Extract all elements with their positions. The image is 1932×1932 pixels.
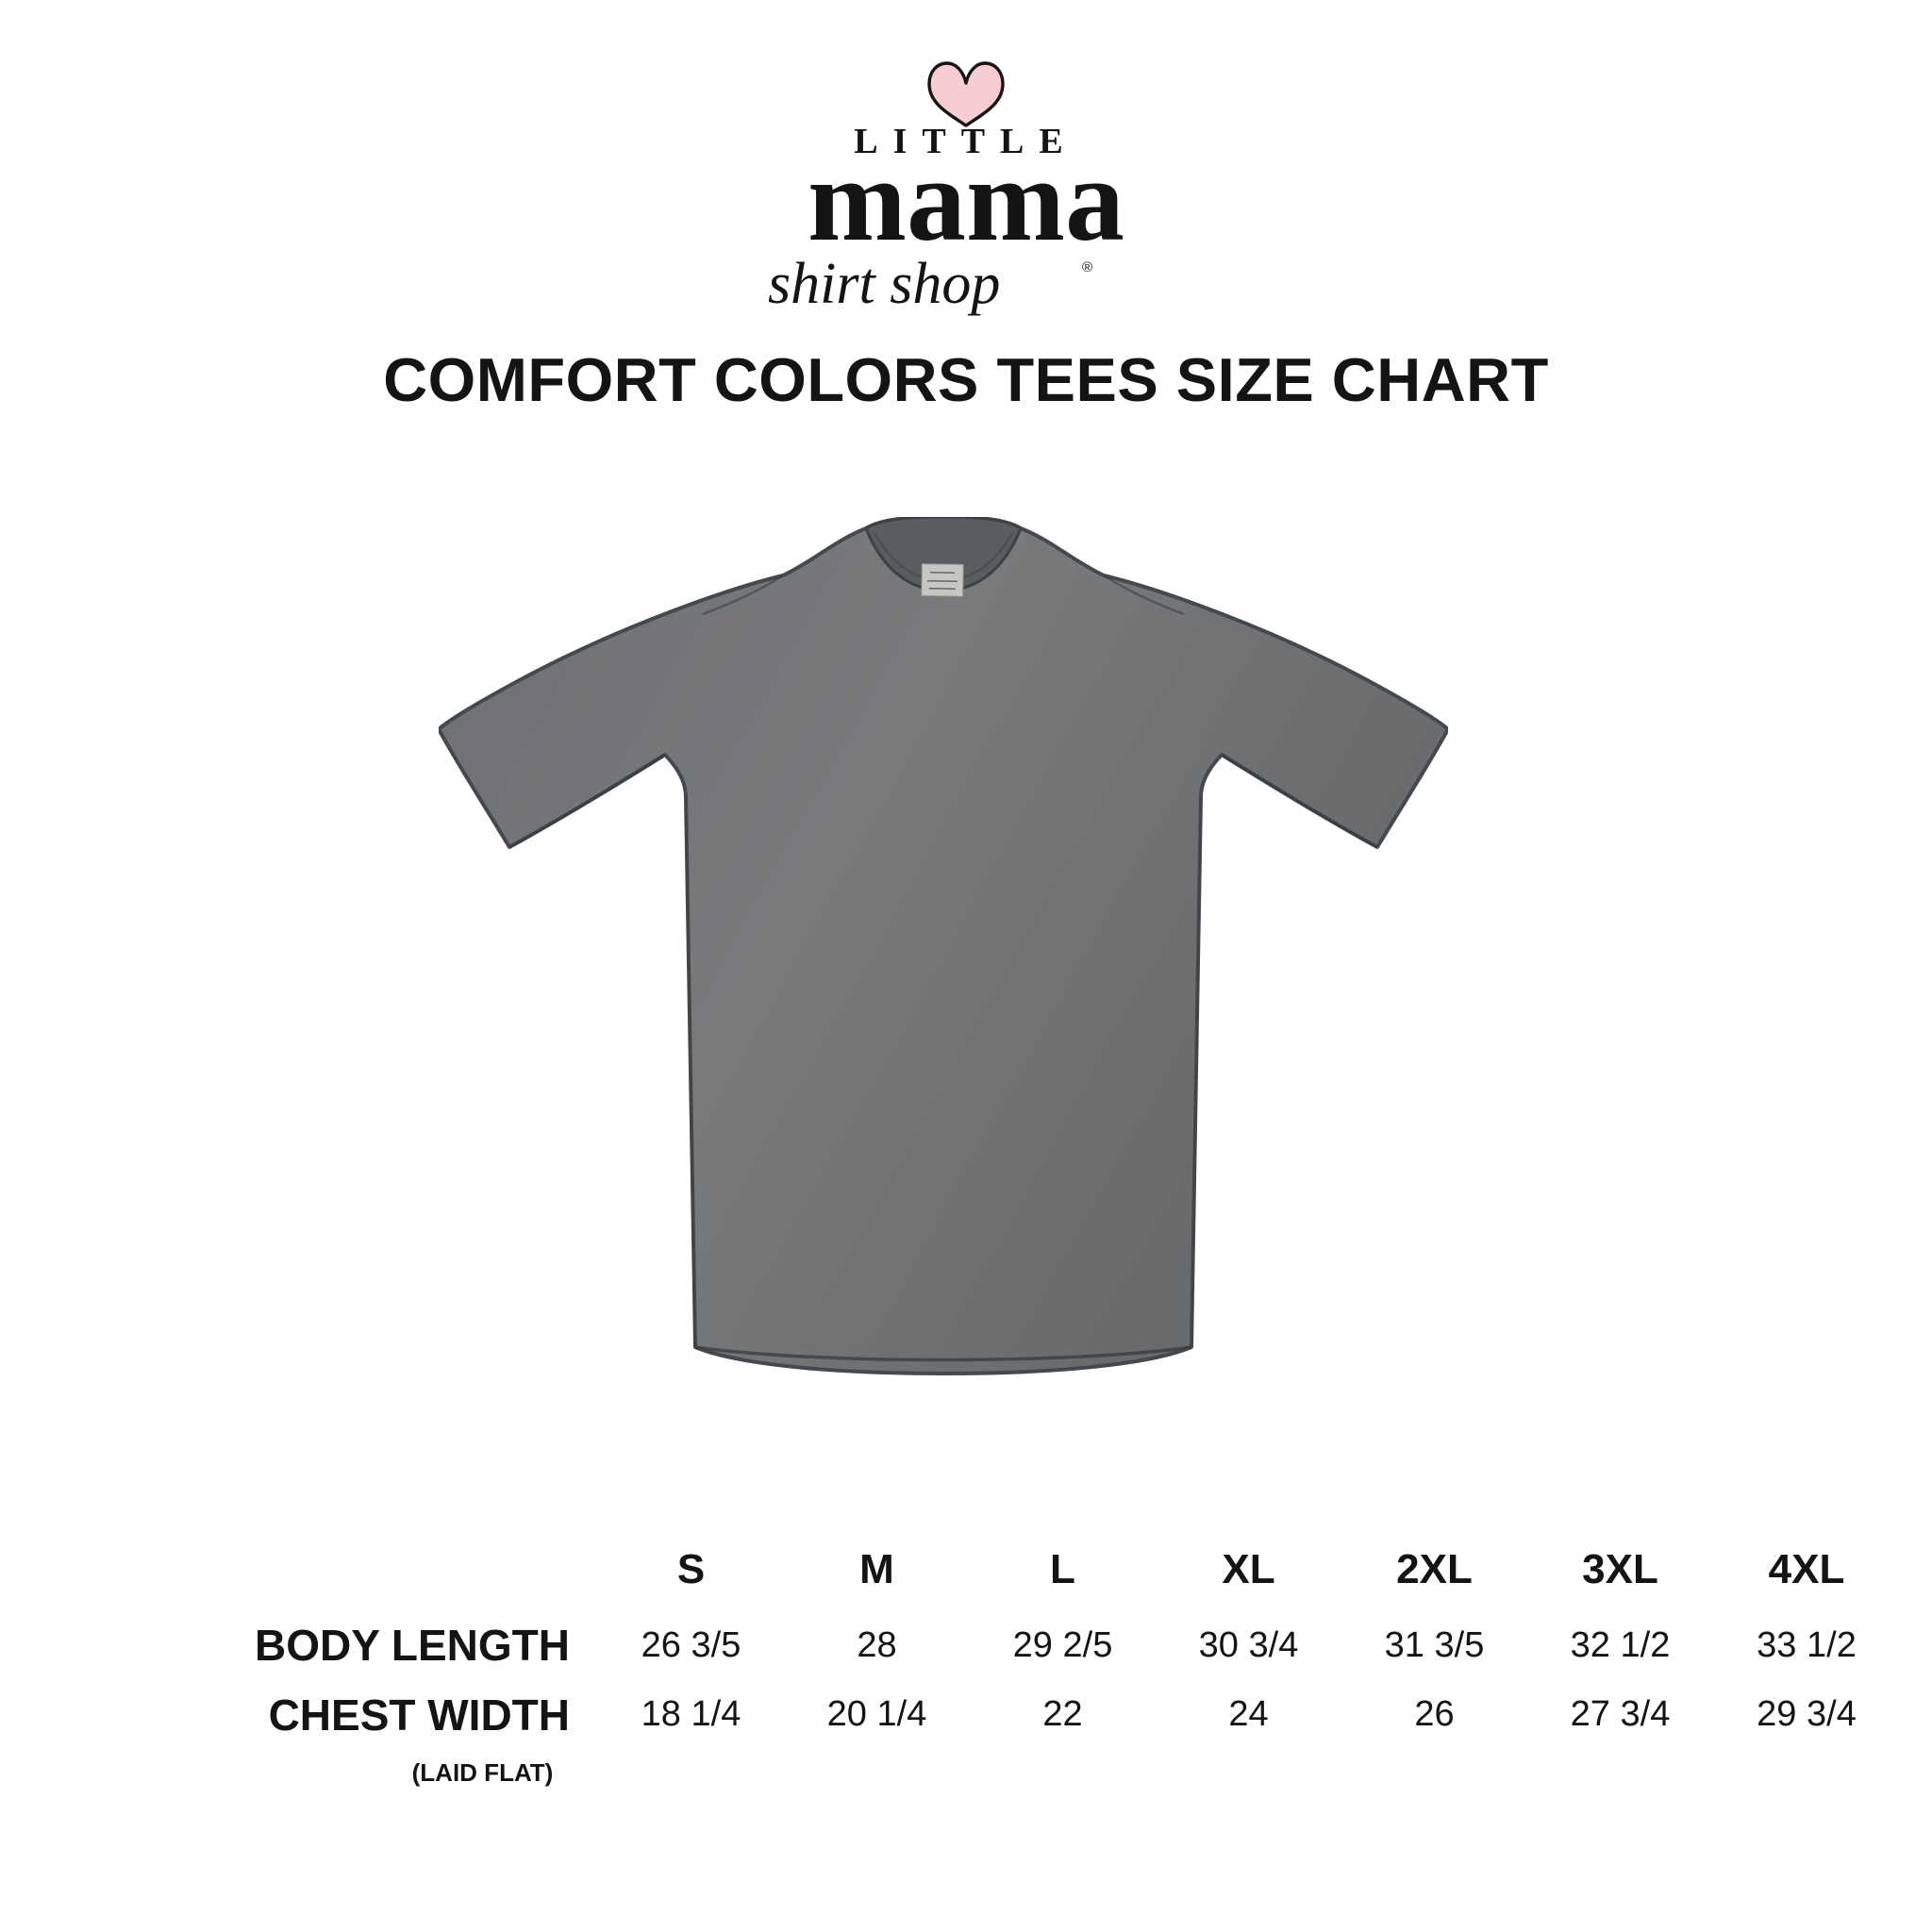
svg-text:®: ® <box>1082 259 1092 275</box>
svg-text:shirt shop: shirt shop <box>768 252 1000 316</box>
